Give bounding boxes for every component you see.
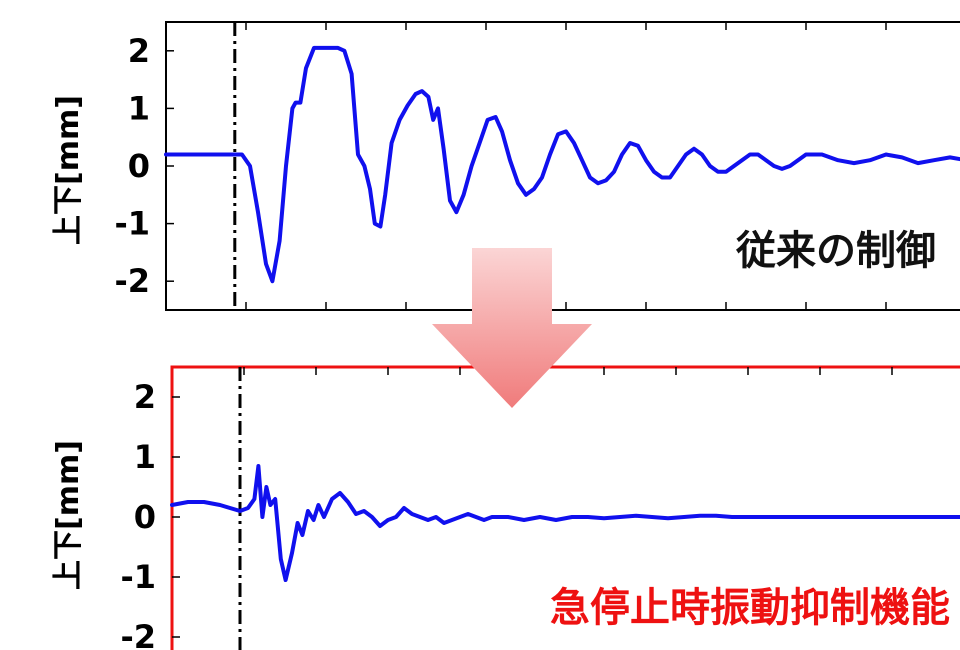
y-tick-label: 2: [134, 378, 156, 416]
y-tick-label: -2: [114, 262, 150, 300]
y-tick-label: 1: [134, 438, 156, 476]
x-ticks: [245, 22, 887, 310]
y-tick-label: -1: [114, 205, 150, 243]
y-ticks: [172, 396, 180, 638]
down-arrow-icon: [432, 248, 592, 408]
chart-conventional-control: 2 1 0 -1 -2 上下[mm] 従来の制御: [51, 21, 960, 311]
y-tick-label: 0: [128, 147, 150, 185]
chart-emergency-stop-vibration-suppression: 2 1 0 -1 -2 上下[mm] 急停止時振動抑制機能: [51, 365, 960, 650]
y-axis-label: 上下[mm]: [51, 95, 86, 245]
y-tick-labels: 2 1 0 -1 -2: [120, 378, 156, 650]
series-line: [170, 464, 960, 582]
y-tick-label: -1: [120, 558, 156, 596]
y-axis-label: 上下[mm]: [51, 440, 86, 590]
y-tick-label: 1: [128, 89, 150, 127]
y-tick-label: 2: [128, 32, 150, 70]
series-line: [164, 45, 960, 284]
caption-emergency-stop-suppression: 急停止時振動抑制機能: [550, 585, 950, 631]
caption-conventional-control: 従来の制御: [735, 228, 936, 274]
y-ticks: [166, 50, 174, 282]
y-tick-label: 0: [134, 498, 156, 536]
y-tick-labels: 2 1 0 -1 -2: [114, 32, 150, 300]
y-tick-label: -2: [120, 618, 156, 650]
